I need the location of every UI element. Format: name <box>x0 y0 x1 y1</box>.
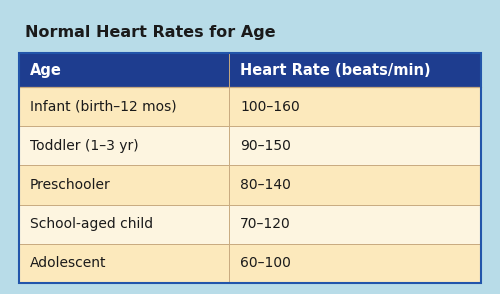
Text: 100–160: 100–160 <box>240 100 300 114</box>
Bar <box>19 87 481 126</box>
Bar <box>19 53 481 87</box>
Bar <box>19 166 481 205</box>
Text: Infant (birth–12 mos): Infant (birth–12 mos) <box>30 100 176 114</box>
Text: Age: Age <box>30 63 62 78</box>
Text: Normal Heart Rates for Age: Normal Heart Rates for Age <box>25 25 276 40</box>
Bar <box>19 126 481 166</box>
Text: Preschooler: Preschooler <box>30 178 111 192</box>
Text: 70–120: 70–120 <box>240 217 291 231</box>
Text: 60–100: 60–100 <box>240 256 291 270</box>
Bar <box>19 205 481 244</box>
Text: 90–150: 90–150 <box>240 139 291 153</box>
Bar <box>19 53 481 283</box>
Text: 80–140: 80–140 <box>240 178 291 192</box>
Text: Adolescent: Adolescent <box>30 256 106 270</box>
Text: Toddler (1–3 yr): Toddler (1–3 yr) <box>30 139 138 153</box>
Text: Heart Rate (beats/min): Heart Rate (beats/min) <box>240 63 431 78</box>
Bar <box>19 244 481 283</box>
Text: School-aged child: School-aged child <box>30 217 153 231</box>
